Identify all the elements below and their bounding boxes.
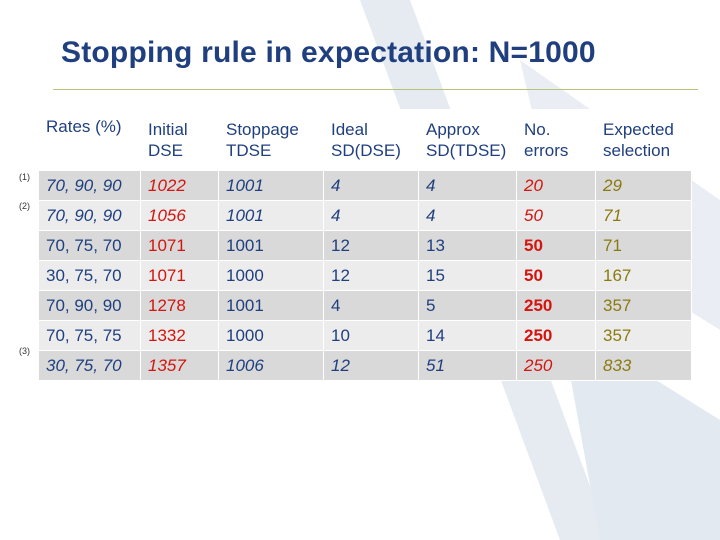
row-reference-3: (3): [19, 346, 30, 356]
cell-stoppage: 1001: [218, 290, 324, 321]
title-underline: [53, 89, 698, 90]
cell-errors: 50: [516, 260, 596, 291]
cell-approx: 4: [418, 200, 517, 231]
cell-ideal: 12: [323, 260, 419, 291]
cell-expected: 71: [595, 200, 692, 231]
cell-errors: 250: [516, 350, 596, 381]
row-reference-1: (1): [19, 172, 30, 182]
cell-rates: 70, 90, 90: [38, 170, 141, 201]
cell-expected: 167: [595, 260, 692, 291]
header-rates: Rates (%): [38, 109, 141, 171]
cell-expected: 29: [595, 170, 692, 201]
header-approx-sd: Approx SD(TDSE): [418, 109, 517, 171]
table-row: 30, 75, 70 1071 1000 12 15 50 167: [38, 260, 692, 291]
header-row: Rates (%) Initial DSE Stoppage TDSE Ideal S…: [38, 109, 692, 171]
cell-rates: 30, 75, 70: [38, 350, 141, 381]
table-row: 70, 75, 70 1071 1001 12 13 50 71: [38, 230, 692, 261]
cell-ideal: 12: [323, 350, 419, 381]
cell-initial: 1071: [140, 230, 219, 261]
cell-ideal: 12: [323, 230, 419, 261]
cell-initial: 1056: [140, 200, 219, 231]
cell-initial: 1357: [140, 350, 219, 381]
cell-initial: 1332: [140, 320, 219, 351]
cell-initial: 1071: [140, 260, 219, 291]
row-reference-2: (2): [19, 201, 30, 211]
cell-ideal: 4: [323, 200, 419, 231]
cell-errors: 250: [516, 320, 596, 351]
cell-stoppage: 1000: [218, 260, 324, 291]
cell-approx: 13: [418, 230, 517, 261]
cell-rates: 30, 75, 70: [38, 260, 141, 291]
cell-stoppage: 1001: [218, 170, 324, 201]
cell-stoppage: 1001: [218, 200, 324, 231]
slide-title: Stopping rule in expectation: N=1000: [61, 36, 596, 69]
cell-stoppage: 1000: [218, 320, 324, 351]
results-table: Rates (%) Initial DSE Stoppage TDSE Ideal S…: [38, 109, 692, 381]
cell-errors: 50: [516, 230, 596, 261]
cell-approx: 15: [418, 260, 517, 291]
table-row: 70, 90, 90 1278 1001 4 5 250 357: [38, 290, 692, 321]
header-stoppage-tdse: Stoppage TDSE: [218, 109, 324, 171]
table-row: 70, 75, 75 1332 1000 10 14 250 357: [38, 320, 692, 351]
header-ideal-sd: Ideal SD(DSE): [323, 109, 419, 171]
cell-errors: 20: [516, 170, 596, 201]
cell-approx: 51: [418, 350, 517, 381]
cell-stoppage: 1001: [218, 230, 324, 261]
cell-rates: 70, 90, 90: [38, 200, 141, 231]
header-initial-dse: Initial DSE: [140, 109, 219, 171]
cell-rates: 70, 75, 75: [38, 320, 141, 351]
cell-expected: 71: [595, 230, 692, 261]
cell-approx: 14: [418, 320, 517, 351]
cell-expected: 357: [595, 290, 692, 321]
table-row: 30, 75, 70 1357 1006 12 51 250 833: [38, 350, 692, 381]
cell-errors: 250: [516, 290, 596, 321]
cell-ideal: 4: [323, 290, 419, 321]
cell-initial: 1022: [140, 170, 219, 201]
cell-stoppage: 1006: [218, 350, 324, 381]
cell-rates: 70, 90, 90: [38, 290, 141, 321]
cell-errors: 50: [516, 200, 596, 231]
cell-ideal: 10: [323, 320, 419, 351]
cell-expected: 833: [595, 350, 692, 381]
cell-rates: 70, 75, 70: [38, 230, 141, 261]
cell-approx: 5: [418, 290, 517, 321]
table-row: 70, 90, 90 1056 1001 4 4 50 71: [38, 200, 692, 231]
cell-expected: 357: [595, 320, 692, 351]
table-row: 70, 90, 90 1022 1001 4 4 20 29: [38, 170, 692, 201]
header-no-errors: No. errors: [516, 109, 596, 171]
header-expected-selection: Expected selection: [595, 109, 692, 171]
cell-initial: 1278: [140, 290, 219, 321]
cell-ideal: 4: [323, 170, 419, 201]
cell-approx: 4: [418, 170, 517, 201]
